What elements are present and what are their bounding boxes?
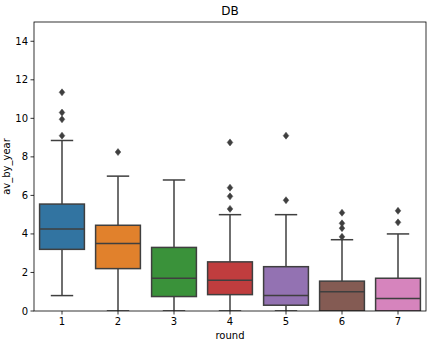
- flier: [59, 109, 65, 116]
- y-tick: [31, 272, 35, 273]
- whisker-low: [229, 295, 231, 311]
- median: [264, 295, 309, 297]
- cap-high: [107, 175, 129, 177]
- x-tick: [62, 311, 63, 315]
- box: [320, 281, 365, 311]
- x-axis-label: round: [215, 330, 244, 341]
- x-tick: [118, 311, 119, 315]
- x-tick-label: 1: [59, 316, 65, 327]
- y-tick: [31, 41, 35, 42]
- cap-high: [275, 214, 297, 216]
- boxes: [40, 89, 421, 311]
- flier: [59, 116, 65, 123]
- y-tick-label: 8: [22, 151, 28, 162]
- whisker-low: [173, 297, 175, 311]
- y-tick: [31, 79, 35, 80]
- flier: [227, 193, 233, 200]
- flier: [339, 220, 345, 227]
- chart: 024681012141234567DBroundav_by_year: [0, 0, 448, 342]
- box: [264, 267, 309, 306]
- plot-area: [34, 22, 426, 311]
- median: [96, 243, 141, 245]
- title: DB: [221, 4, 238, 18]
- flier: [59, 132, 65, 139]
- flier: [283, 132, 289, 139]
- whisker-high: [117, 176, 119, 225]
- x-tick-label: 7: [395, 316, 401, 327]
- x-tick: [398, 311, 399, 315]
- whisker-high: [341, 240, 343, 281]
- median: [152, 277, 197, 279]
- flier: [227, 184, 233, 191]
- x-tick-label: 5: [283, 316, 289, 327]
- whisker-low: [285, 305, 287, 311]
- y-tick-label: 12: [15, 74, 28, 85]
- x-tick: [230, 311, 231, 315]
- median: [40, 228, 85, 230]
- flier: [227, 139, 233, 146]
- median: [376, 298, 421, 300]
- cap-high: [387, 233, 409, 235]
- whisker-high: [173, 180, 175, 247]
- y-tick: [31, 156, 35, 157]
- cap-low: [51, 295, 73, 297]
- y-tick: [31, 118, 35, 119]
- flier: [339, 233, 345, 240]
- median: [208, 279, 253, 281]
- flier: [339, 209, 345, 216]
- flier: [283, 197, 289, 204]
- box: [96, 225, 141, 268]
- whisker-low: [61, 249, 63, 295]
- y-tick-label: 2: [22, 267, 28, 278]
- y-tick-label: 6: [22, 190, 28, 201]
- x-tick: [286, 311, 287, 315]
- x-tick: [174, 311, 175, 315]
- whisker-high: [397, 234, 399, 278]
- y-tick: [31, 311, 35, 312]
- box: [152, 247, 197, 296]
- flier: [395, 219, 401, 226]
- whisker-high: [285, 215, 287, 267]
- cap-high: [51, 140, 73, 142]
- y-axis-label: av_by_year: [1, 137, 13, 195]
- flier: [59, 89, 65, 96]
- box: [40, 204, 85, 249]
- median: [320, 291, 365, 293]
- box: [208, 262, 253, 295]
- frame: [34, 22, 426, 311]
- x-tick-label: 4: [227, 316, 233, 327]
- whisker-high: [61, 140, 63, 204]
- cap-high: [219, 214, 241, 216]
- x-tick-label: 2: [115, 316, 121, 327]
- flier: [115, 149, 121, 156]
- x-tick-label: 6: [339, 316, 345, 327]
- flier: [227, 205, 233, 212]
- x-tick-label: 3: [171, 316, 177, 327]
- y-tick-label: 4: [22, 228, 28, 239]
- flier: [395, 207, 401, 214]
- box: [376, 278, 421, 311]
- y-tick: [31, 195, 35, 196]
- whisker-low: [117, 269, 119, 311]
- y-tick-label: 10: [15, 113, 28, 124]
- x-tick: [342, 311, 343, 315]
- whisker-high: [229, 215, 231, 262]
- y-tick-label: 14: [15, 36, 28, 47]
- cap-high: [163, 179, 185, 181]
- y-tick-label: 0: [22, 306, 28, 317]
- y-tick: [31, 233, 35, 234]
